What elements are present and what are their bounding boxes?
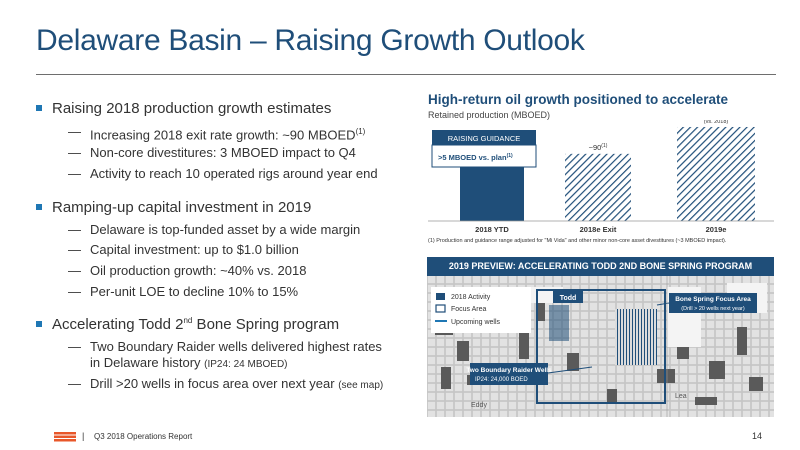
guidance-box-title: RAISING GUIDANCE [448,134,521,143]
callout-boundary-raider [470,363,548,385]
x-tick-label: 2018 YTD [475,225,509,234]
page-number: 14 [752,431,763,441]
focus-area-outline [536,289,666,404]
county-eddy: Eddy [471,402,487,409]
bullet-text: Accelerating Todd 2nd Bone Spring progra… [52,316,340,333]
footer-text: Q3 2018 Operations Report [94,432,193,441]
footer-separator: | [82,431,85,441]
county-lea: Lea [675,393,687,400]
bar-1 [565,153,631,221]
bullet-marker [36,204,42,210]
guidance-box-header [432,130,536,145]
legend-upcoming-wells: Upcoming wells [451,319,501,326]
callout-focus-area [669,293,757,313]
map-panel: Todd 2018 Activity Focus Area Upcoming w… [427,257,774,417]
x-tick-label: 2018e Exit [580,225,617,234]
chart-title: High-return oil growth positioned to acc… [428,92,729,107]
svg-text:Two Boundary Raider Wells: Two Boundary Raider Wells [466,367,552,374]
map-label-todd: Todd [560,295,577,302]
legend-focus-area: Focus Area [451,306,487,313]
guidance-box-text: >5 MBOED vs. plan(1) [438,153,513,162]
data-label: ~90(1) [589,143,608,152]
bar-0 [460,167,524,221]
bullet-marker [36,105,42,111]
bullet-text: Ramping-up capital investment in 2019 [52,199,312,216]
svg-text:(Drill > 20 wells next year): (Drill > 20 wells next year) [681,306,745,312]
bullet-text: Raising 2018 production growth estimates [52,100,332,117]
bullet-marker [36,321,42,327]
slide-title: Delaware Basin – Raising Growth Outlook [36,24,585,57]
svg-text:IP24: 24,000 BOED: IP24: 24,000 BOED [475,377,528,383]
chart-ylabel: Retained production (MBOED) [428,110,551,120]
map-legend [431,287,531,333]
legend-2018-activity: 2018 Activity [451,294,491,301]
svg-text:Bone Spring Focus Area: Bone Spring Focus Area [675,296,751,303]
title-divider [36,74,776,75]
activity-2018 [549,305,569,341]
upcoming-wells [615,309,657,365]
chart-footnote: (1) Production and guidance range adjust… [428,238,727,244]
data-label: ~40% oil growth(vs. 2018) [689,120,743,125]
map-title: 2019 PREVIEW: ACCELERATING TODD 2ND BONE… [427,257,774,276]
bar-2 [677,126,755,221]
company-logo-icon [54,432,76,442]
guidance-box: RAISING GUIDANCE >5 MBOED vs. plan(1) [431,130,537,168]
x-tick-label: 2019e [706,225,727,234]
